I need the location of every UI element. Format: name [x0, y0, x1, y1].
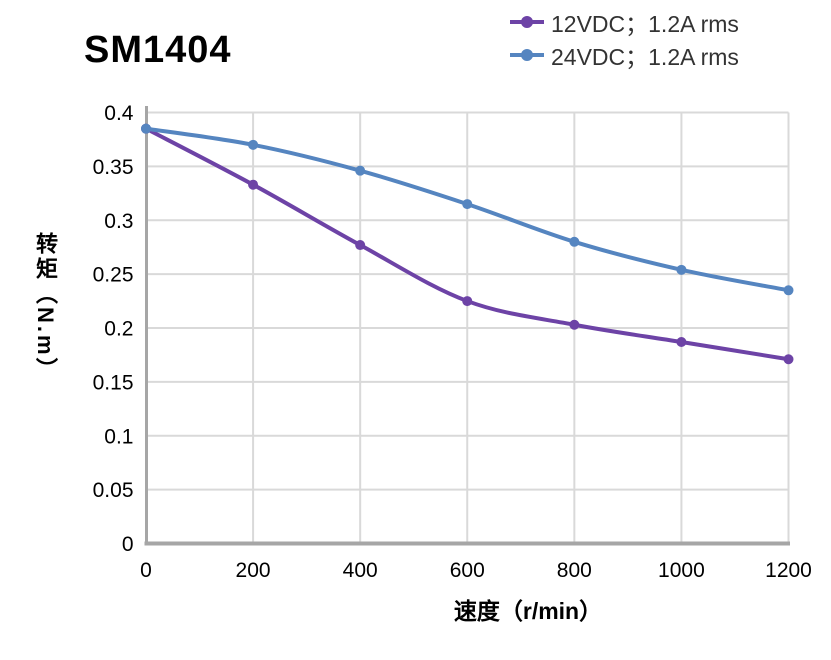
y-tick-label: 0.1	[104, 425, 133, 448]
data-point-24vdc	[248, 139, 259, 150]
x-tick-label: 400	[343, 559, 378, 582]
y-tick-label: 0.3	[104, 210, 133, 233]
data-point-24vdc	[676, 264, 687, 275]
chart-title: SM1404	[84, 29, 232, 71]
data-point-12vdc	[783, 354, 794, 365]
x-axis-title: 速度（r/min）	[453, 598, 603, 624]
y-tick-label: 0.05	[93, 479, 134, 502]
legend-label-12vdc: 12VDC；1.2A rms	[551, 10, 739, 37]
data-point-24vdc	[569, 236, 580, 247]
data-point-12vdc	[248, 179, 259, 190]
data-point-12vdc	[676, 337, 687, 348]
y-tick-label: 0.35	[93, 156, 134, 179]
x-tick-label: 600	[450, 559, 485, 582]
x-tick-label: 0	[140, 559, 152, 582]
x-tick-label: 1000	[658, 559, 705, 582]
legend-item-24vdc: 24VDC；1.2A rms	[510, 38, 739, 71]
data-point-24vdc	[783, 285, 794, 296]
y-tick-label: 0.4	[104, 102, 134, 125]
y-tick-label: 0.2	[104, 318, 133, 341]
data-point-24vdc	[462, 199, 473, 210]
y-axis-title: 转矩（N.m）	[33, 231, 58, 383]
legend: 12VDC；1.2A rms 24VDC；1.2A rms	[510, 5, 739, 71]
x-tick-label: 200	[236, 559, 271, 582]
legend-line-marker-24vdc-icon	[510, 48, 544, 61]
legend-line-marker-12vdc-icon	[510, 15, 544, 28]
legend-label-24vdc: 24VDC；1.2A rms	[551, 43, 739, 70]
legend-item-12vdc: 12VDC；1.2A rms	[510, 5, 739, 38]
data-point-24vdc	[141, 123, 151, 134]
data-point-12vdc	[462, 296, 473, 307]
y-tick-label: 0	[122, 533, 134, 556]
x-tick-label: 1200	[765, 559, 812, 582]
data-point-24vdc	[355, 165, 366, 176]
x-tick-label: 800	[557, 559, 592, 582]
y-tick-label: 0.25	[93, 264, 134, 287]
data-point-12vdc	[569, 319, 580, 330]
y-tick-label: 0.15	[93, 371, 134, 394]
data-point-12vdc	[355, 240, 366, 251]
